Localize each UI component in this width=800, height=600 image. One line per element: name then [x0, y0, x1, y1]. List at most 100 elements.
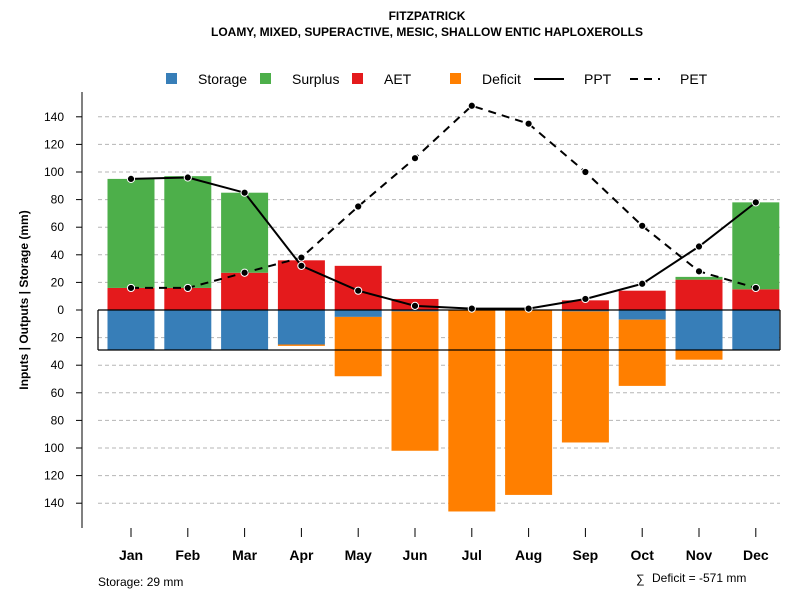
pet-point	[240, 268, 249, 277]
deficit-bar	[277, 344, 325, 346]
ppt-point	[694, 242, 704, 251]
pet-point	[297, 253, 306, 262]
storage-bar	[618, 310, 666, 320]
deficit-bar	[618, 319, 666, 386]
x-tick-label: Nov	[686, 547, 713, 563]
x-tick-label: Apr	[289, 547, 314, 563]
storage-bar	[391, 310, 439, 312]
y-tick-label: 140	[44, 496, 64, 510]
ppt-line	[130, 176, 757, 310]
ppt-point	[524, 304, 533, 313]
y-tick-label: 140	[44, 110, 64, 124]
surplus-bar	[732, 202, 780, 290]
x-tick-label: Jun	[403, 547, 428, 563]
legend-swatch	[166, 73, 177, 84]
deficit-bar	[334, 316, 382, 377]
y-tick-label: 60	[51, 220, 65, 234]
legend-label: Deficit	[482, 71, 521, 87]
storage-bar	[107, 310, 155, 351]
ppt-point	[297, 261, 306, 270]
y-tick-label: 120	[44, 137, 64, 151]
sigma-symbol: ∑	[636, 572, 645, 586]
aet-bar	[618, 290, 666, 310]
deficit-bar	[561, 311, 609, 443]
legend-label: AET	[384, 71, 412, 87]
ppt-point	[638, 279, 647, 288]
aet-bar	[732, 289, 780, 310]
legend-label: Storage	[198, 71, 247, 87]
legend-label: Surplus	[292, 71, 339, 87]
surplus-bar	[675, 276, 723, 280]
pet-point	[467, 101, 476, 110]
deficit-note: Deficit = -571 mm	[652, 571, 746, 585]
storage-bar	[561, 310, 609, 312]
ppt-point	[354, 286, 363, 295]
legend-label: PPT	[584, 71, 612, 87]
aet-bar	[675, 279, 723, 310]
deficit-bar	[505, 310, 553, 495]
pet-point	[581, 167, 590, 177]
aet-bar	[107, 287, 155, 310]
x-tick-label: Dec	[743, 547, 769, 563]
storage-bar	[732, 310, 780, 351]
pet-point	[638, 221, 647, 230]
legend-swatch	[260, 73, 271, 84]
y-tick-label: 40	[51, 248, 65, 262]
y-tick-label: 100	[44, 441, 64, 455]
storage-bar	[675, 310, 723, 351]
y-tick-label: 0	[57, 303, 64, 317]
chart-subtitle: LOAMY, MIXED, SUPERACTIVE, MESIC, SHALLO…	[211, 25, 643, 39]
storage-bar	[277, 310, 325, 345]
y-tick-label: 80	[51, 413, 65, 427]
ppt-point	[183, 173, 192, 182]
deficit-bar	[391, 311, 439, 451]
ppt-point	[126, 174, 136, 183]
storage-note: Storage: 29 mm	[98, 575, 183, 589]
y-tick-label: 20	[51, 331, 65, 345]
y-tick-label: 60	[51, 386, 65, 400]
legend-label: PET	[680, 71, 708, 87]
storage-bar	[164, 310, 212, 351]
pet-point	[751, 283, 760, 293]
x-tick-label: May	[345, 547, 372, 563]
legend-swatch	[352, 73, 363, 84]
legend: Storage Surplus AET Deficit PPT PET	[166, 71, 708, 87]
aet-bar	[221, 272, 269, 310]
ppt-point	[410, 301, 420, 310]
pet-point	[524, 119, 533, 128]
storage-bar	[334, 310, 382, 317]
y-axis-label: Inputs | Outputs | Storage (mm)	[17, 210, 31, 389]
y-tick-label: 100	[44, 165, 64, 179]
pet-point	[694, 267, 704, 276]
ppt-point	[581, 294, 590, 304]
pet-point	[183, 283, 192, 293]
chart-title: FITZPATRICK	[389, 9, 466, 23]
y-tick-label: 120	[44, 469, 64, 483]
ppt-point	[751, 198, 760, 207]
storage-bar	[221, 310, 269, 351]
gridlines	[98, 116, 780, 504]
x-tick-label: Aug	[515, 547, 542, 563]
x-tick-label: Feb	[175, 547, 200, 563]
bars	[107, 176, 780, 512]
aet-bar	[164, 287, 212, 310]
x-tick-label: Jul	[462, 547, 482, 563]
y-tick-label: 80	[51, 193, 65, 207]
deficit-bar	[448, 310, 496, 512]
legend-swatch	[450, 73, 461, 84]
axes: 140 120 100 80 60 40 20 0 20 40 60 80 100 120 140 Jan Fe…	[44, 92, 769, 563]
y-tick-label: 20	[51, 275, 65, 289]
ppt-point	[467, 304, 476, 313]
x-tick-label: Mar	[232, 547, 257, 563]
pet-point	[354, 202, 363, 211]
pet-point	[126, 283, 136, 293]
pet-line	[131, 104, 757, 289]
deficit-bar	[675, 350, 723, 360]
surplus-bar	[221, 192, 269, 273]
aet-bar	[561, 300, 609, 310]
ppt-point	[240, 188, 249, 197]
y-tick-label: 40	[51, 358, 65, 372]
lines	[126, 101, 760, 313]
surplus-bar	[107, 178, 155, 288]
